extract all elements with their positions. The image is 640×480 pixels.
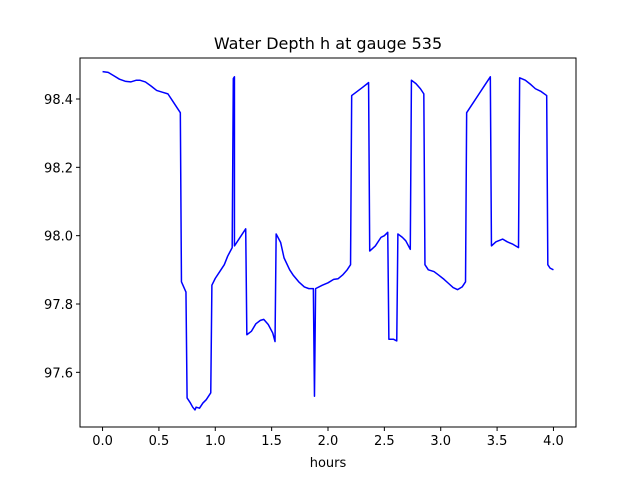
x-axis-label: hours <box>310 456 347 471</box>
x-tick-label: 4.0 <box>543 434 564 449</box>
y-tick-label: 98.0 <box>44 230 73 245</box>
x-tick-label: 1.5 <box>261 434 282 449</box>
series-line-group <box>102 70 554 411</box>
y-tick-label: 97.6 <box>44 366 73 381</box>
x-tick-label: 1.0 <box>205 434 226 449</box>
y-axis-ticks: 97.6 97.8 98.0 98.2 98.4 <box>44 93 80 381</box>
x-tick-label: 0.5 <box>149 434 170 449</box>
x-axis-ticks: 0.0 0.5 1.0 1.5 2.0 2.5 3.0 3.5 4.0 <box>92 427 564 449</box>
series-line-0 <box>102 70 554 411</box>
y-tick-label: 98.2 <box>44 161 73 176</box>
y-tick-label: 98.4 <box>44 93 73 108</box>
x-tick-label: 3.5 <box>487 434 508 449</box>
x-tick-label: 0.0 <box>92 434 113 449</box>
plot-frame <box>79 57 577 428</box>
x-tick-label: 2.0 <box>318 434 339 449</box>
y-tick-label: 97.8 <box>44 298 73 313</box>
x-tick-label: 3.0 <box>430 434 451 449</box>
chart-title: Water Depth h at gauge 535 <box>214 34 442 53</box>
x-tick-label: 2.5 <box>374 434 395 449</box>
